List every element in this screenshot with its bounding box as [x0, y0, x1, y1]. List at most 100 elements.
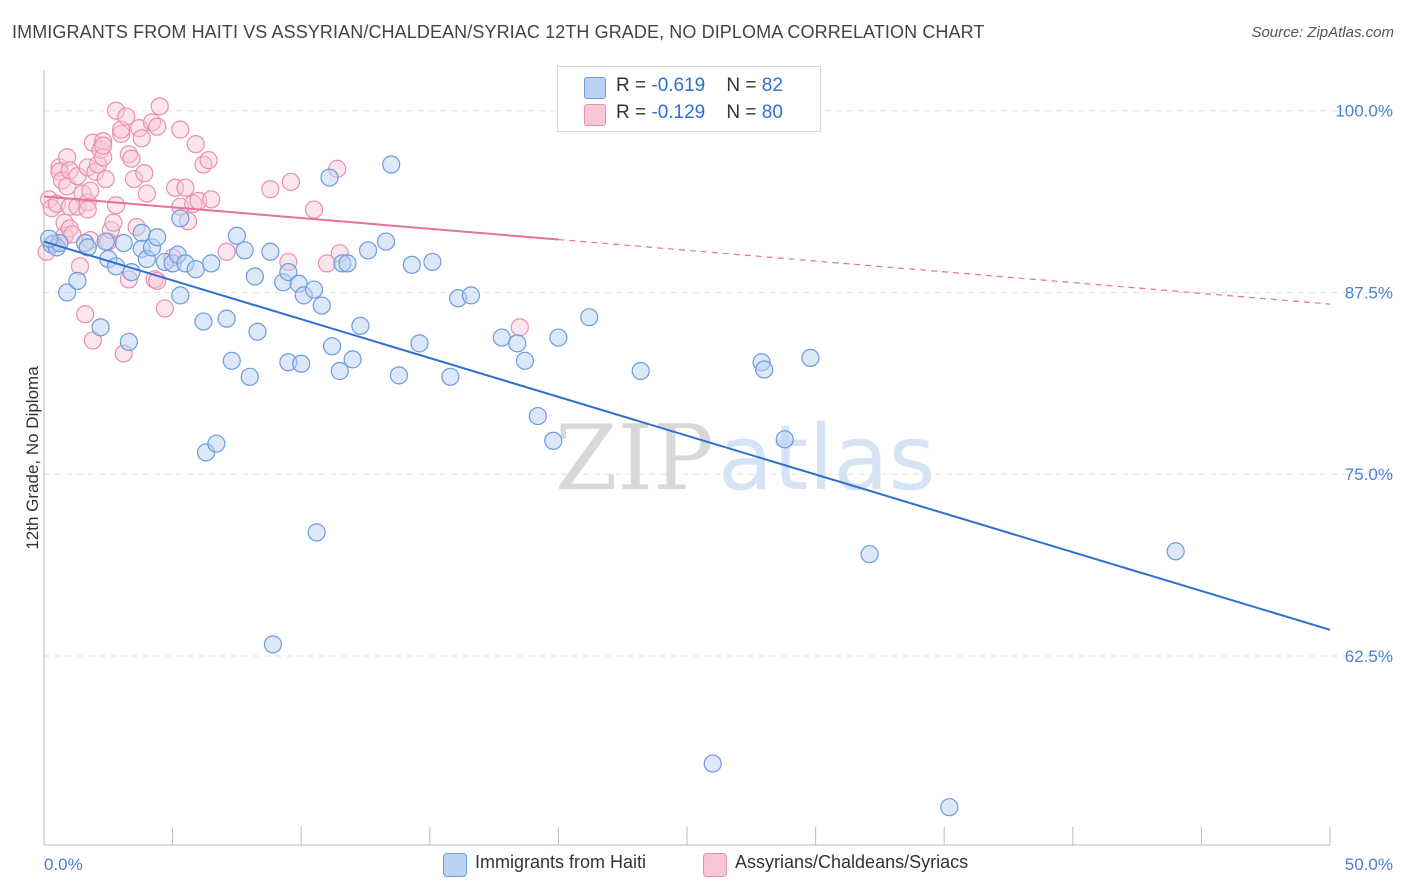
trend-line-assyrians-extrapolated	[558, 238, 1331, 305]
data-point-haiti	[358, 241, 378, 260]
data-point-haiti	[171, 286, 190, 305]
y-tick-label: 62.5%	[1345, 647, 1393, 666]
data-point-haiti	[227, 226, 246, 245]
data-point-assyrians	[94, 136, 113, 155]
data-point-haiti	[132, 223, 151, 242]
assyrians-legend-swatch	[703, 853, 727, 877]
data-point-haiti	[631, 361, 650, 381]
data-point-haiti	[114, 233, 133, 253]
data-point-assyrians	[96, 169, 115, 189]
trend-line-haiti	[43, 240, 1331, 631]
y-tick-label: 87.5%	[1345, 283, 1393, 302]
data-point-haiti	[382, 155, 401, 174]
data-point-assyrians	[86, 162, 105, 181]
data-point-haiti	[58, 283, 77, 302]
data-point-assyrians	[78, 193, 97, 212]
data-point-haiti	[461, 286, 481, 305]
data-point-haiti	[338, 254, 357, 273]
data-point-haiti	[248, 322, 267, 341]
data-point-haiti	[171, 209, 190, 228]
legend-label-assyrians: Assyrians/Chaldeans/Syriacs	[735, 852, 969, 872]
data-point-haiti	[68, 271, 87, 290]
data-point-assyrians	[186, 135, 205, 154]
data-point-haiti	[441, 367, 460, 386]
data-point-assyrians	[106, 196, 126, 215]
data-point-assyrians	[304, 200, 324, 219]
y-tick-labels: 62.5% 75.0% 87.5% 100.0%	[1335, 102, 1393, 666]
data-point-assyrians	[199, 151, 218, 170]
data-point-haiti	[580, 308, 599, 327]
watermark-atlas: atlas	[718, 406, 936, 511]
data-point-haiti	[240, 367, 259, 386]
y-tick-label: 75.0%	[1345, 465, 1393, 484]
data-point-haiti	[96, 232, 115, 251]
x-tick-label-max: 50.0%	[1345, 855, 1393, 874]
stats-legend: R = -0.619 N = 82 R = -0.129 N = 80	[557, 66, 821, 132]
data-point-assyrians	[112, 124, 131, 144]
y-tick-label: 100.0%	[1335, 102, 1393, 121]
data-point-assyrians	[76, 305, 95, 324]
data-point-haiti	[222, 351, 241, 370]
data-point-haiti	[402, 255, 421, 274]
data-point-haiti	[261, 242, 280, 261]
data-point-haiti	[78, 238, 97, 257]
series-legend: Immigrants from Haiti Assyrians/Chaldean…	[0, 851, 1406, 879]
data-point-haiti	[148, 228, 167, 247]
r-value: -0.129	[651, 102, 706, 123]
data-point-haiti	[410, 334, 429, 353]
data-point-assyrians	[155, 299, 174, 318]
data-point-haiti	[343, 350, 362, 369]
data-point-haiti	[389, 366, 409, 385]
data-point-haiti	[312, 296, 331, 315]
legend-label-haiti: Immigrants from Haiti	[475, 852, 647, 872]
watermark-zip: ZIP	[555, 406, 714, 511]
data-point-assyrians	[148, 117, 167, 136]
data-point-assyrians	[510, 318, 529, 337]
data-point-haiti	[322, 337, 342, 356]
data-point-assyrians	[137, 184, 156, 203]
data-point-haiti	[279, 263, 298, 282]
data-point-haiti	[860, 545, 879, 564]
data-point-assyrians	[122, 149, 141, 168]
data-point-assyrians	[81, 181, 100, 200]
haiti-swatch	[584, 77, 606, 99]
data-point-haiti	[492, 328, 511, 347]
data-point-haiti	[320, 168, 339, 187]
data-point-assyrians	[281, 172, 301, 192]
data-point-haiti	[330, 361, 349, 381]
data-point-assyrians	[132, 129, 151, 148]
data-point-haiti	[40, 229, 59, 248]
data-point-assyrians	[135, 164, 154, 183]
n-label: N =	[726, 102, 762, 123]
data-point-haiti	[528, 406, 547, 426]
data-point-haiti	[217, 309, 236, 328]
data-point-assyrians	[63, 225, 82, 244]
data-point-haiti	[703, 754, 722, 773]
data-point-assyrians	[217, 242, 236, 261]
r-label: R =	[616, 75, 652, 96]
data-point-haiti	[801, 348, 820, 367]
data-point-haiti	[186, 260, 205, 279]
data-point-assyrians	[261, 180, 280, 199]
data-point-haiti	[292, 354, 311, 373]
n-value: 80	[761, 102, 783, 123]
data-point-haiti	[1166, 542, 1185, 561]
data-point-assyrians	[94, 132, 113, 151]
data-point-haiti	[376, 232, 396, 251]
n-label: N =	[726, 75, 762, 96]
data-point-assyrians	[117, 107, 136, 126]
data-point-assyrians	[78, 200, 97, 219]
haiti-legend-swatch	[443, 853, 467, 877]
data-point-assyrians	[171, 120, 190, 139]
r-value: -0.619	[651, 75, 706, 96]
data-point-haiti	[263, 635, 283, 654]
r-label: R =	[616, 102, 652, 123]
data-point-haiti	[194, 312, 213, 331]
data-point-haiti	[119, 332, 138, 352]
data-point-haiti	[549, 328, 568, 347]
data-point-haiti	[515, 351, 535, 370]
data-point-haiti	[423, 252, 442, 272]
data-point-assyrians	[202, 190, 221, 209]
data-point-haiti	[122, 263, 141, 282]
